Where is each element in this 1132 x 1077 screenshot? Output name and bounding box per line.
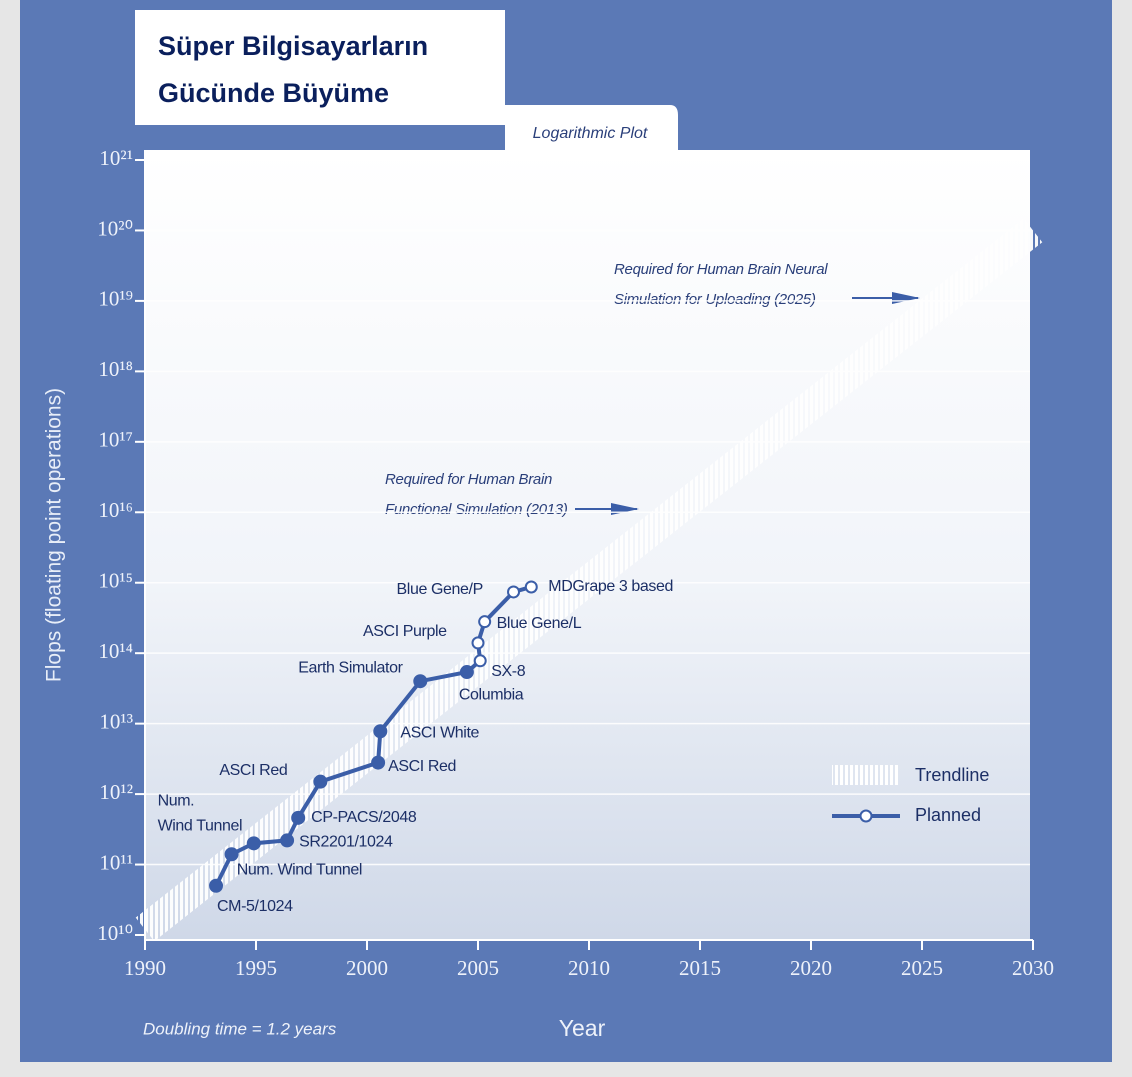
annotation-text: Required for Human Brain [385, 471, 552, 488]
point-label: MDGrape 3 based [548, 578, 673, 595]
y-axis-label: Flops (floating point operations) [43, 388, 66, 682]
x-tick-label: 2025 [901, 956, 943, 980]
point-label: ASCI Red [219, 762, 287, 779]
y-tick-label: 10¹³ [99, 709, 133, 733]
y-tick-label: 10¹⁶ [98, 498, 133, 522]
annotation-text: Required for Human Brain Neural [614, 261, 828, 278]
y-tick-label: 10¹² [99, 780, 133, 804]
y-tick-label: 10¹⁵ [98, 569, 133, 593]
x-tick-label: 1990 [124, 956, 166, 980]
x-tick-label: 2030 [1012, 956, 1054, 980]
subtitle-tab [505, 105, 678, 150]
title-box [135, 10, 505, 125]
planned-point [524, 580, 538, 594]
point-label: Columbia [459, 686, 524, 703]
planned-point [478, 615, 492, 629]
point-label: SX-8 [491, 663, 525, 680]
annotation-text: Simulation for Uploading (2025) [614, 291, 816, 308]
legend-label: Planned [915, 805, 981, 825]
data-point [224, 847, 239, 862]
planned-point [471, 636, 485, 650]
subtitle: Logarithmic Plot [533, 125, 648, 142]
legend-trendline [832, 765, 900, 785]
x-tick-label: 2010 [568, 956, 610, 980]
x-tick-label: 2000 [346, 956, 388, 980]
planned-point [507, 585, 521, 599]
data-point [280, 833, 295, 848]
note: Doubling time = 1.2 years [143, 1019, 337, 1038]
point-label: Earth Simulator [298, 659, 403, 676]
x-tick-label: 2015 [679, 956, 721, 980]
planned-point [473, 654, 487, 668]
x-tick-label: 2005 [457, 956, 499, 980]
trendline [135, 218, 1043, 942]
x-tick-label: 1995 [235, 956, 277, 980]
annotation: Required for Human Brain Functional Simu… [385, 261, 920, 518]
point-label: Wind Tunnel [158, 817, 243, 834]
y-tick-label: 10²⁰ [97, 216, 133, 240]
legend-label: Trendline [915, 765, 989, 785]
point-label: ASCI White [400, 724, 479, 741]
y-tick-label: 10¹⁸ [98, 357, 133, 381]
point-label: Blue Gene/P [397, 581, 483, 598]
point-label: CP-PACS/2048 [311, 809, 417, 826]
y-tick-label: 10¹⁹ [98, 287, 133, 311]
legend-planned-marker [859, 809, 873, 823]
annotation-text: Functional Simulation (2013) [385, 501, 568, 518]
chart-title: Gücünde Büyüme [158, 78, 389, 108]
x-tick-label: 2020 [790, 956, 832, 980]
y-tick-label: 10¹¹ [99, 850, 133, 874]
data-point [413, 674, 428, 689]
data-point [373, 724, 388, 739]
data-point [459, 665, 474, 680]
point-label: ASCI Red [388, 758, 456, 775]
y-tick-label: 10¹⁷ [98, 428, 133, 452]
point-label: ASCI Purple [363, 623, 447, 640]
data-point [291, 810, 306, 825]
y-tick-label: 10¹⁰ [97, 921, 133, 945]
point-label: Blue Gene/L [497, 615, 582, 632]
data-point [209, 878, 224, 893]
point-label: SR2201/1024 [299, 834, 393, 851]
data-point [371, 755, 386, 770]
x-axis-label: Year [559, 1015, 606, 1041]
point-label: CM-5/1024 [217, 898, 293, 915]
chart-title: Süper Bilgisayarların [158, 31, 428, 61]
point-label: Num. Wind Tunnel [237, 862, 362, 879]
data-point [313, 774, 328, 789]
y-tick-label: 10¹⁴ [98, 639, 133, 663]
data-point [246, 836, 261, 851]
y-tick-label: 10²¹ [99, 146, 133, 170]
point-label: Num. [158, 792, 195, 809]
